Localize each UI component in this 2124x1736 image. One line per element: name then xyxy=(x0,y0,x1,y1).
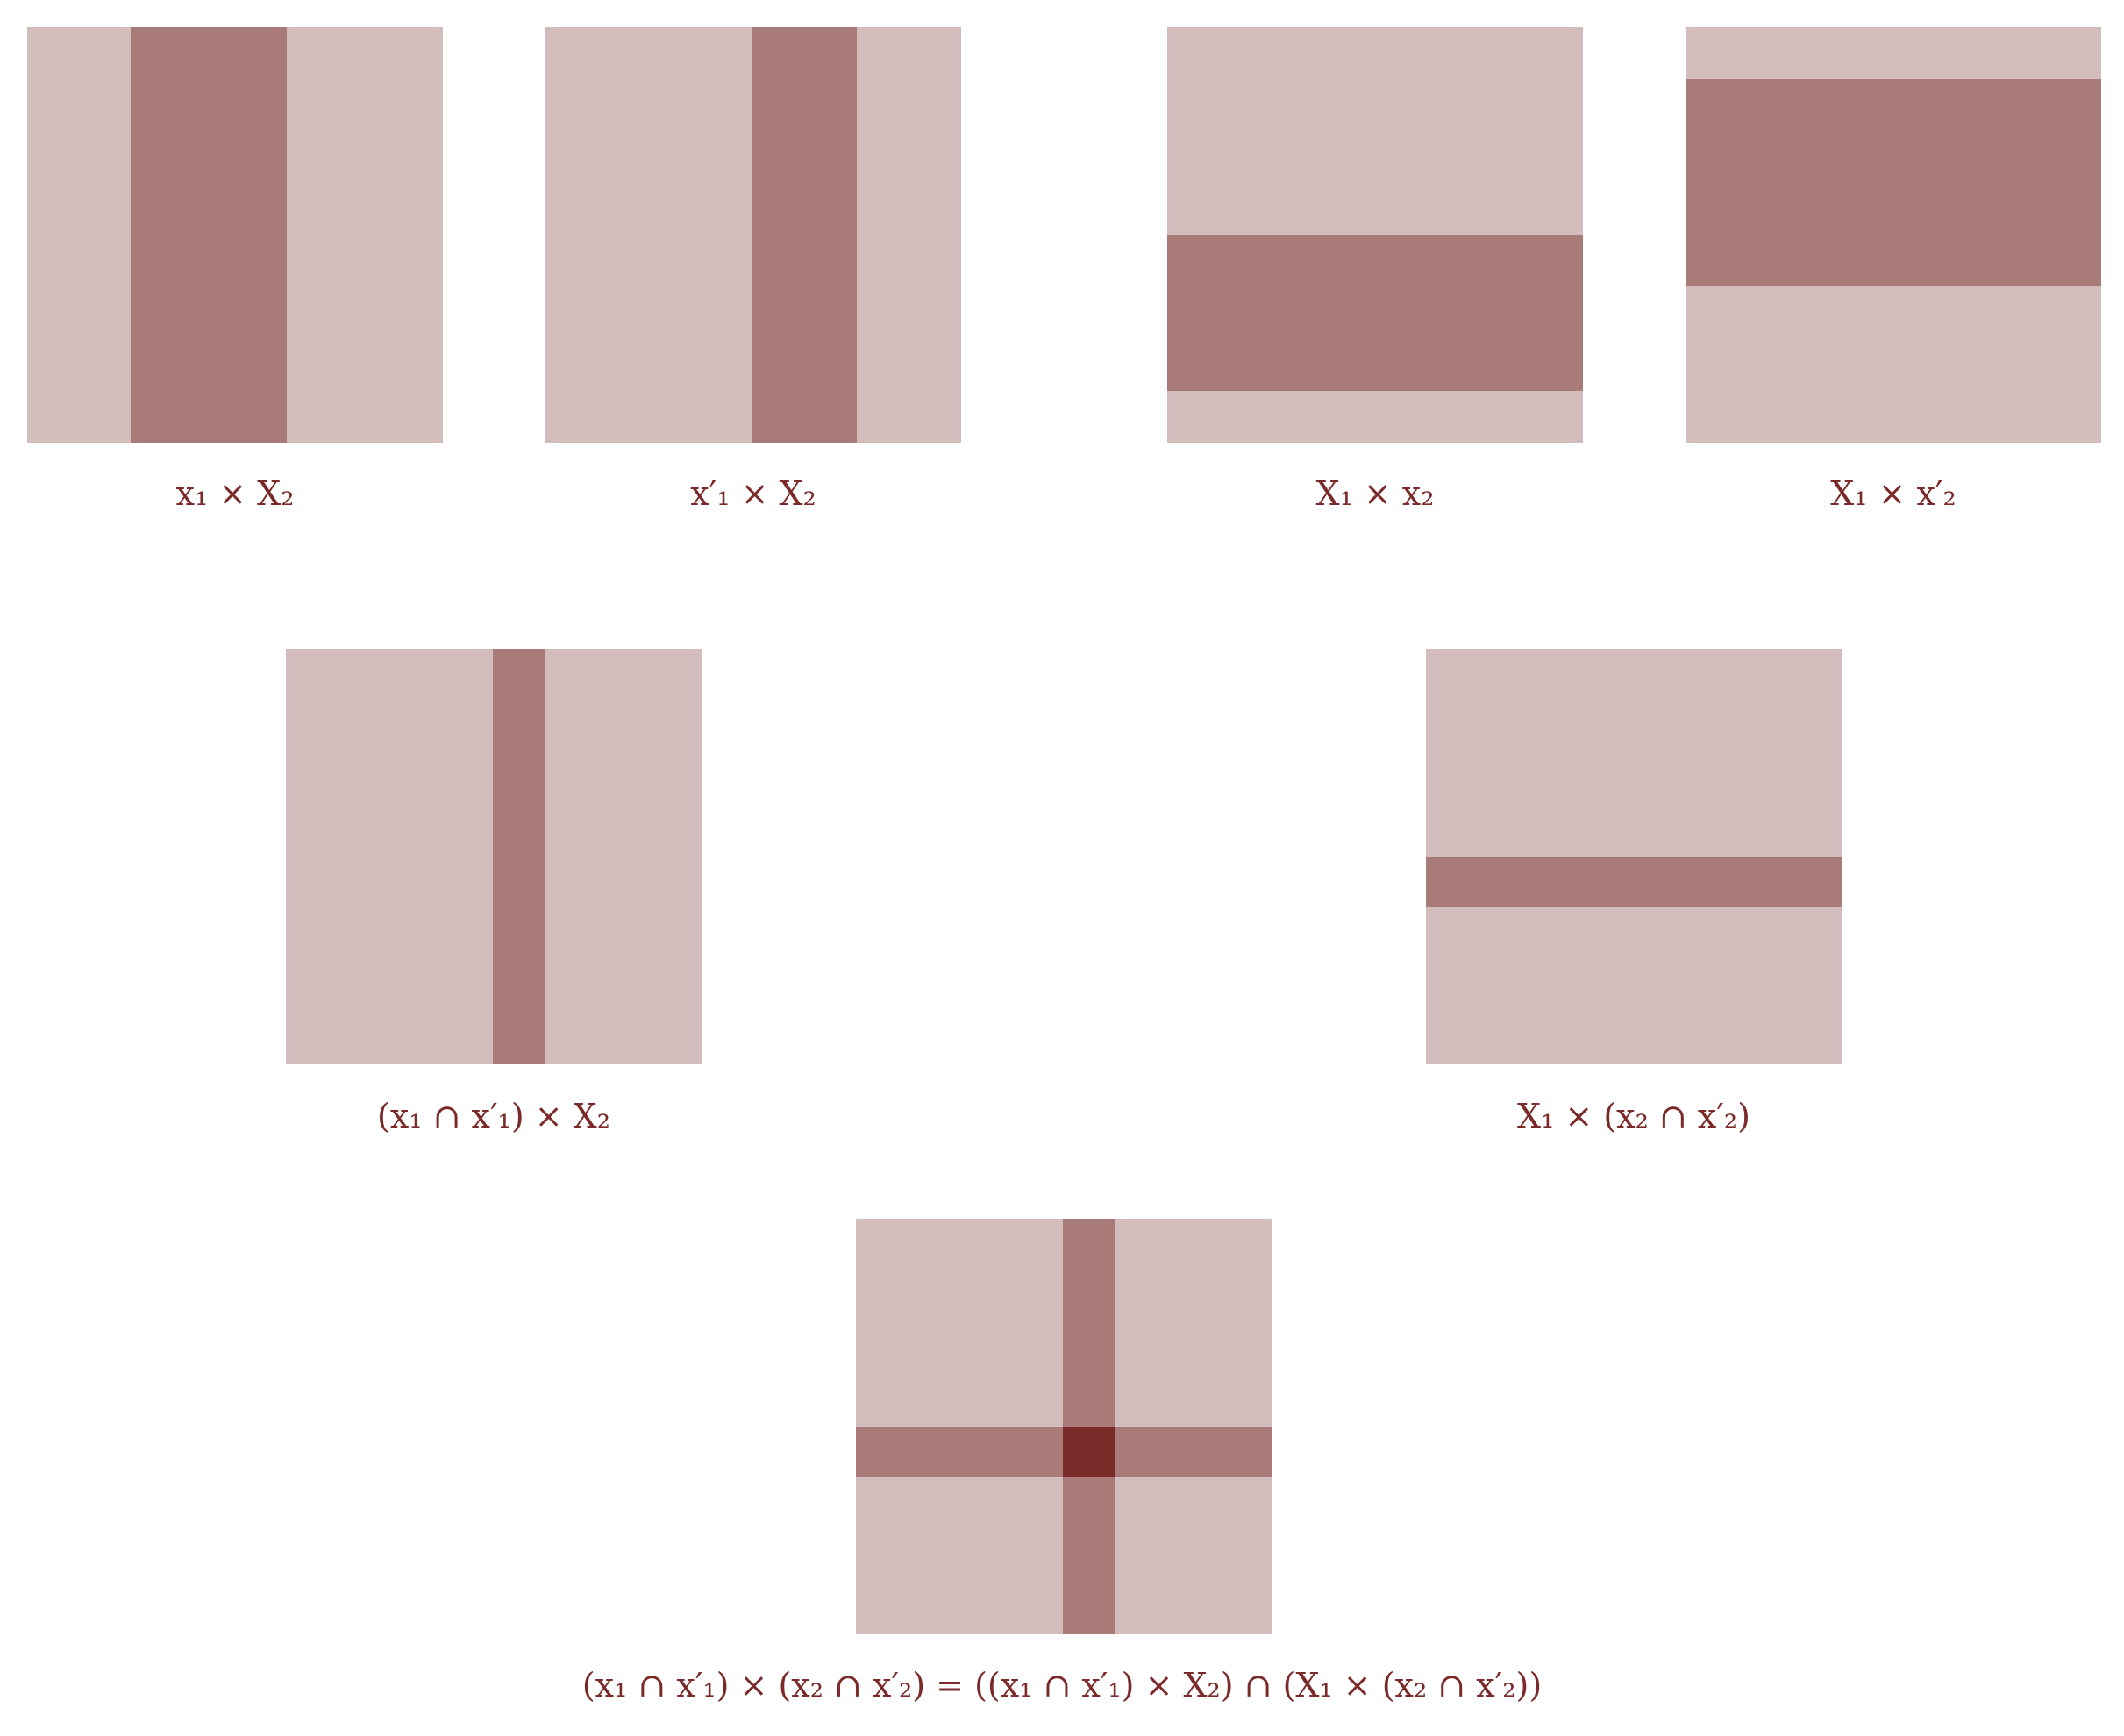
vertical-band-x1 xyxy=(131,27,287,443)
caption-x1-cap-x1prime-times-X2: (x₁ ∩ x′₁) × X₂ xyxy=(377,1097,610,1135)
panel-x1prime-times-X2 xyxy=(545,27,961,443)
caption-x1-times-X2: x₁ × X₂ xyxy=(175,474,295,513)
vertical-band-x1-cap-x1prime xyxy=(493,649,545,1064)
vertical-band-x1prime xyxy=(752,27,857,443)
caption-X1-times-x2prime: X₁ × x′₂ xyxy=(1830,474,1957,513)
panel-x1-cap-x1prime-times-X2 xyxy=(286,649,702,1064)
panel-X1-times-x2-cap-x2prime xyxy=(1426,649,1842,1064)
panel-X1-times-x2prime xyxy=(1686,27,2101,443)
panel-product-of-intersections xyxy=(856,1219,1272,1634)
horizontal-band-x2prime xyxy=(1686,79,2101,286)
panel-x1-times-X2 xyxy=(27,27,443,443)
intersection-square xyxy=(1063,1427,1115,1477)
caption-X1-times-x2: X₁ × x₂ xyxy=(1315,474,1435,513)
horizontal-band-x2 xyxy=(1167,235,1583,391)
caption-x1prime-times-X2: x′₁ × X₂ xyxy=(690,474,816,513)
caption-X1-times-x2-cap-x2prime: X₁ × (x₂ ∩ x′₂) xyxy=(1517,1097,1750,1135)
caption-product-of-intersections: (x₁ ∩ x′₁) × (x₂ ∩ x′₂) = ((x₁ ∩ x′₁) × … xyxy=(581,1666,1543,1704)
horizontal-band-x2-cap-x2prime xyxy=(1426,857,1842,907)
panel-X1-times-x2 xyxy=(1167,27,1583,443)
